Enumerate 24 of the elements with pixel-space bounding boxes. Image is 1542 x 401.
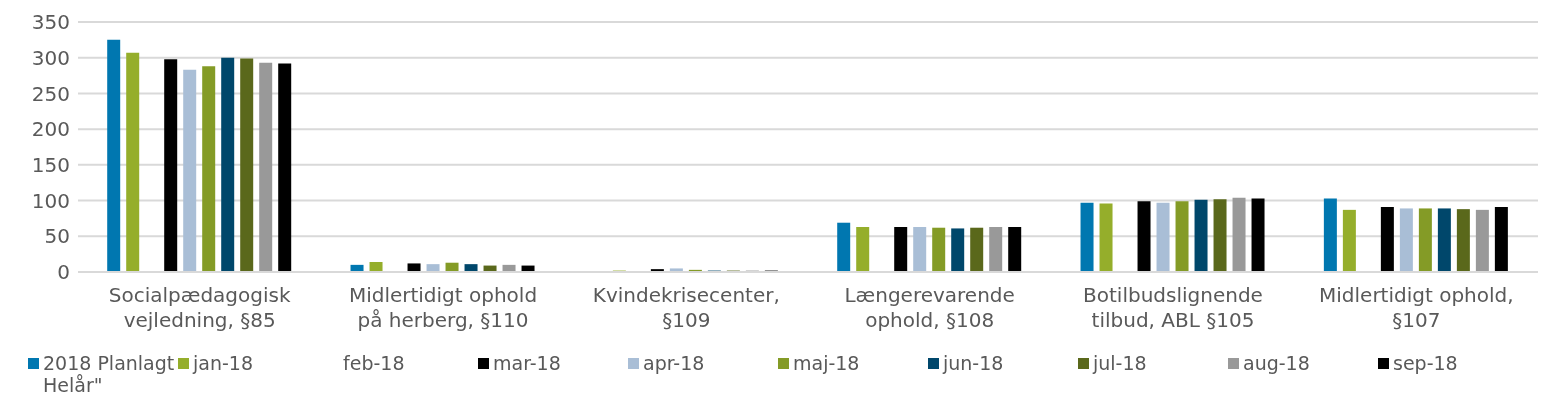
text: feb-18 (343, 352, 406, 374)
legend-label: jan-18 (193, 352, 254, 374)
x-tick-label: Længerevarende ophold, §108 (844, 283, 1015, 332)
y-tick-label: 300 (31, 45, 70, 70)
legend-label: maj-18 (793, 352, 861, 374)
y-tick-label: 100 (31, 188, 70, 213)
legend-label: sep-18 (1393, 352, 1459, 374)
legend-label: jul-18 (1093, 352, 1148, 374)
y-tick-label: 150 (31, 152, 70, 177)
x-tick-label: Midlertidigt ophold, §107 (1319, 283, 1514, 332)
y-tick-label: 250 (31, 81, 70, 106)
x-tick-label: Kvindekrisecenter, §109 (592, 283, 780, 332)
legend-label: apr-18 (643, 352, 706, 374)
legend-label: jun-18 (943, 352, 1005, 374)
y-tick-label: 0 (57, 260, 70, 285)
x-tick-label: Socialpædagogisk vejledning, §85 (108, 283, 291, 332)
y-tick-label: 200 (31, 117, 70, 142)
legend-label: 2018 Planlagt Helår" (43, 352, 176, 396)
y-tick-label: 350 (31, 10, 70, 35)
legend-label: mar-18 (493, 352, 562, 374)
x-tick-label: Midlertidigt ophold på herberg, §110 (348, 283, 538, 332)
legend-label: aug-18 (1243, 352, 1311, 374)
x-tick-label: Botilbudslignende tilbud, ABL §105 (1083, 283, 1263, 332)
y-tick-label: 50 (44, 224, 70, 249)
